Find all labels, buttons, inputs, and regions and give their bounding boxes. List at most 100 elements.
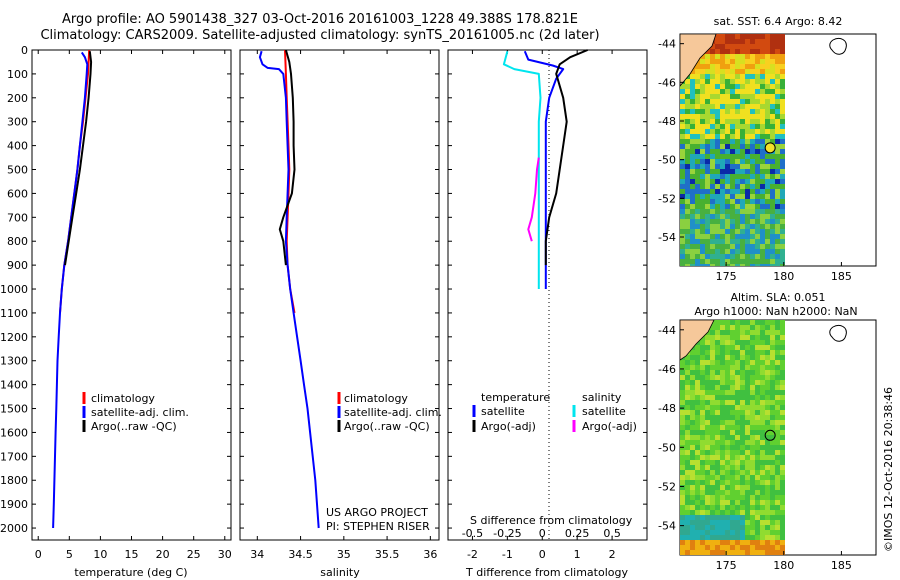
map-cell [695,385,700,390]
map-cell [710,350,715,355]
map-cell [725,124,730,129]
map-cell [730,149,735,154]
map-cell [695,405,700,410]
map-cell [740,109,745,114]
map-cell [725,425,730,430]
map-cell [685,455,690,460]
map-cell [680,194,685,199]
map-cell [680,430,685,435]
map-cell [780,345,785,350]
map-cell [780,169,785,174]
map-cell [780,380,785,385]
map-cell [730,139,735,144]
map-cell [735,254,740,259]
map-cell [720,515,725,520]
map-cell [685,520,690,525]
map-cell [730,395,735,400]
figure-title-line1: Argo profile: AO 5901438_327 03-Oct-2016… [61,12,578,27]
map-cell [735,475,740,480]
map-cell [750,229,755,234]
map-cell [690,139,695,144]
map-cell [710,440,715,445]
map-cell [755,530,760,535]
map-cell [755,350,760,355]
map-cell [770,204,775,209]
map-cell [700,510,705,515]
map-cell [745,530,750,535]
map-cell [690,390,695,395]
lon-tick-label: 185 [831,559,852,572]
map-cell [740,214,745,219]
map-cell [730,400,735,405]
map-cell [775,515,780,520]
map-cell [770,99,775,104]
map-cell [780,139,785,144]
map-cell [730,229,735,234]
map-cell [715,425,720,430]
map-cell [725,395,730,400]
map-cell [690,430,695,435]
lat-tick-label: -54 [658,231,676,244]
map-cell [780,204,785,209]
map-cell [685,264,690,266]
map-cell [730,214,735,219]
map-cell [750,490,755,495]
map-cell [720,209,725,214]
map-cell [695,124,700,129]
map-cell [720,234,725,239]
map-captions: sat. SST: 6.4 Argo: 8.42 Altim. SLA: 0.0… [694,15,857,318]
map-cell [720,94,725,99]
map-cell [690,465,695,470]
map-cell [760,500,765,505]
map-cell [680,525,685,530]
map-cell [755,495,760,500]
map-cell [750,525,755,530]
map-cell [740,119,745,124]
map-cell [730,325,735,330]
map-cell [740,204,745,209]
map-cell [770,455,775,460]
map-cell [760,129,765,134]
map-cell [765,415,770,420]
lat-tick-label: -54 [658,520,676,533]
map-cell [770,154,775,159]
map-cell [775,455,780,460]
map-cell [760,119,765,124]
map-cell [690,74,695,79]
map-cell [770,540,775,545]
map-cell [700,119,705,124]
map-cell [720,475,725,480]
map-cell [700,450,705,455]
map-cell [740,89,745,94]
map-cell [775,525,780,530]
map-cell [690,189,695,194]
diff-legend-s-argo: Argo(-adj) [582,420,637,433]
map-cell [695,64,700,69]
map-cell [725,435,730,440]
map-cell [725,320,730,325]
map-cell [755,219,760,224]
map-cell [725,430,730,435]
map-cell [700,164,705,169]
map-cell [730,550,735,555]
map-cell [680,545,685,550]
series-line-argo---raw--qc- [278,49,296,266]
map-cell [735,139,740,144]
map-cell [745,159,750,164]
map-cell [755,34,760,39]
map-cell [730,535,735,540]
map-cell [750,189,755,194]
map-cell [760,465,765,470]
map-cell [755,249,760,254]
map-cell [715,214,720,219]
map-cell [780,119,785,124]
diff-legend-t-satellite: satellite [481,405,525,418]
map-cell [685,475,690,480]
map-cell [735,34,740,39]
map-cell [715,149,720,154]
map-cell [765,44,770,49]
map-cell [765,335,770,340]
map-cell [725,249,730,254]
map-cell [730,119,735,124]
map-cell [695,545,700,550]
